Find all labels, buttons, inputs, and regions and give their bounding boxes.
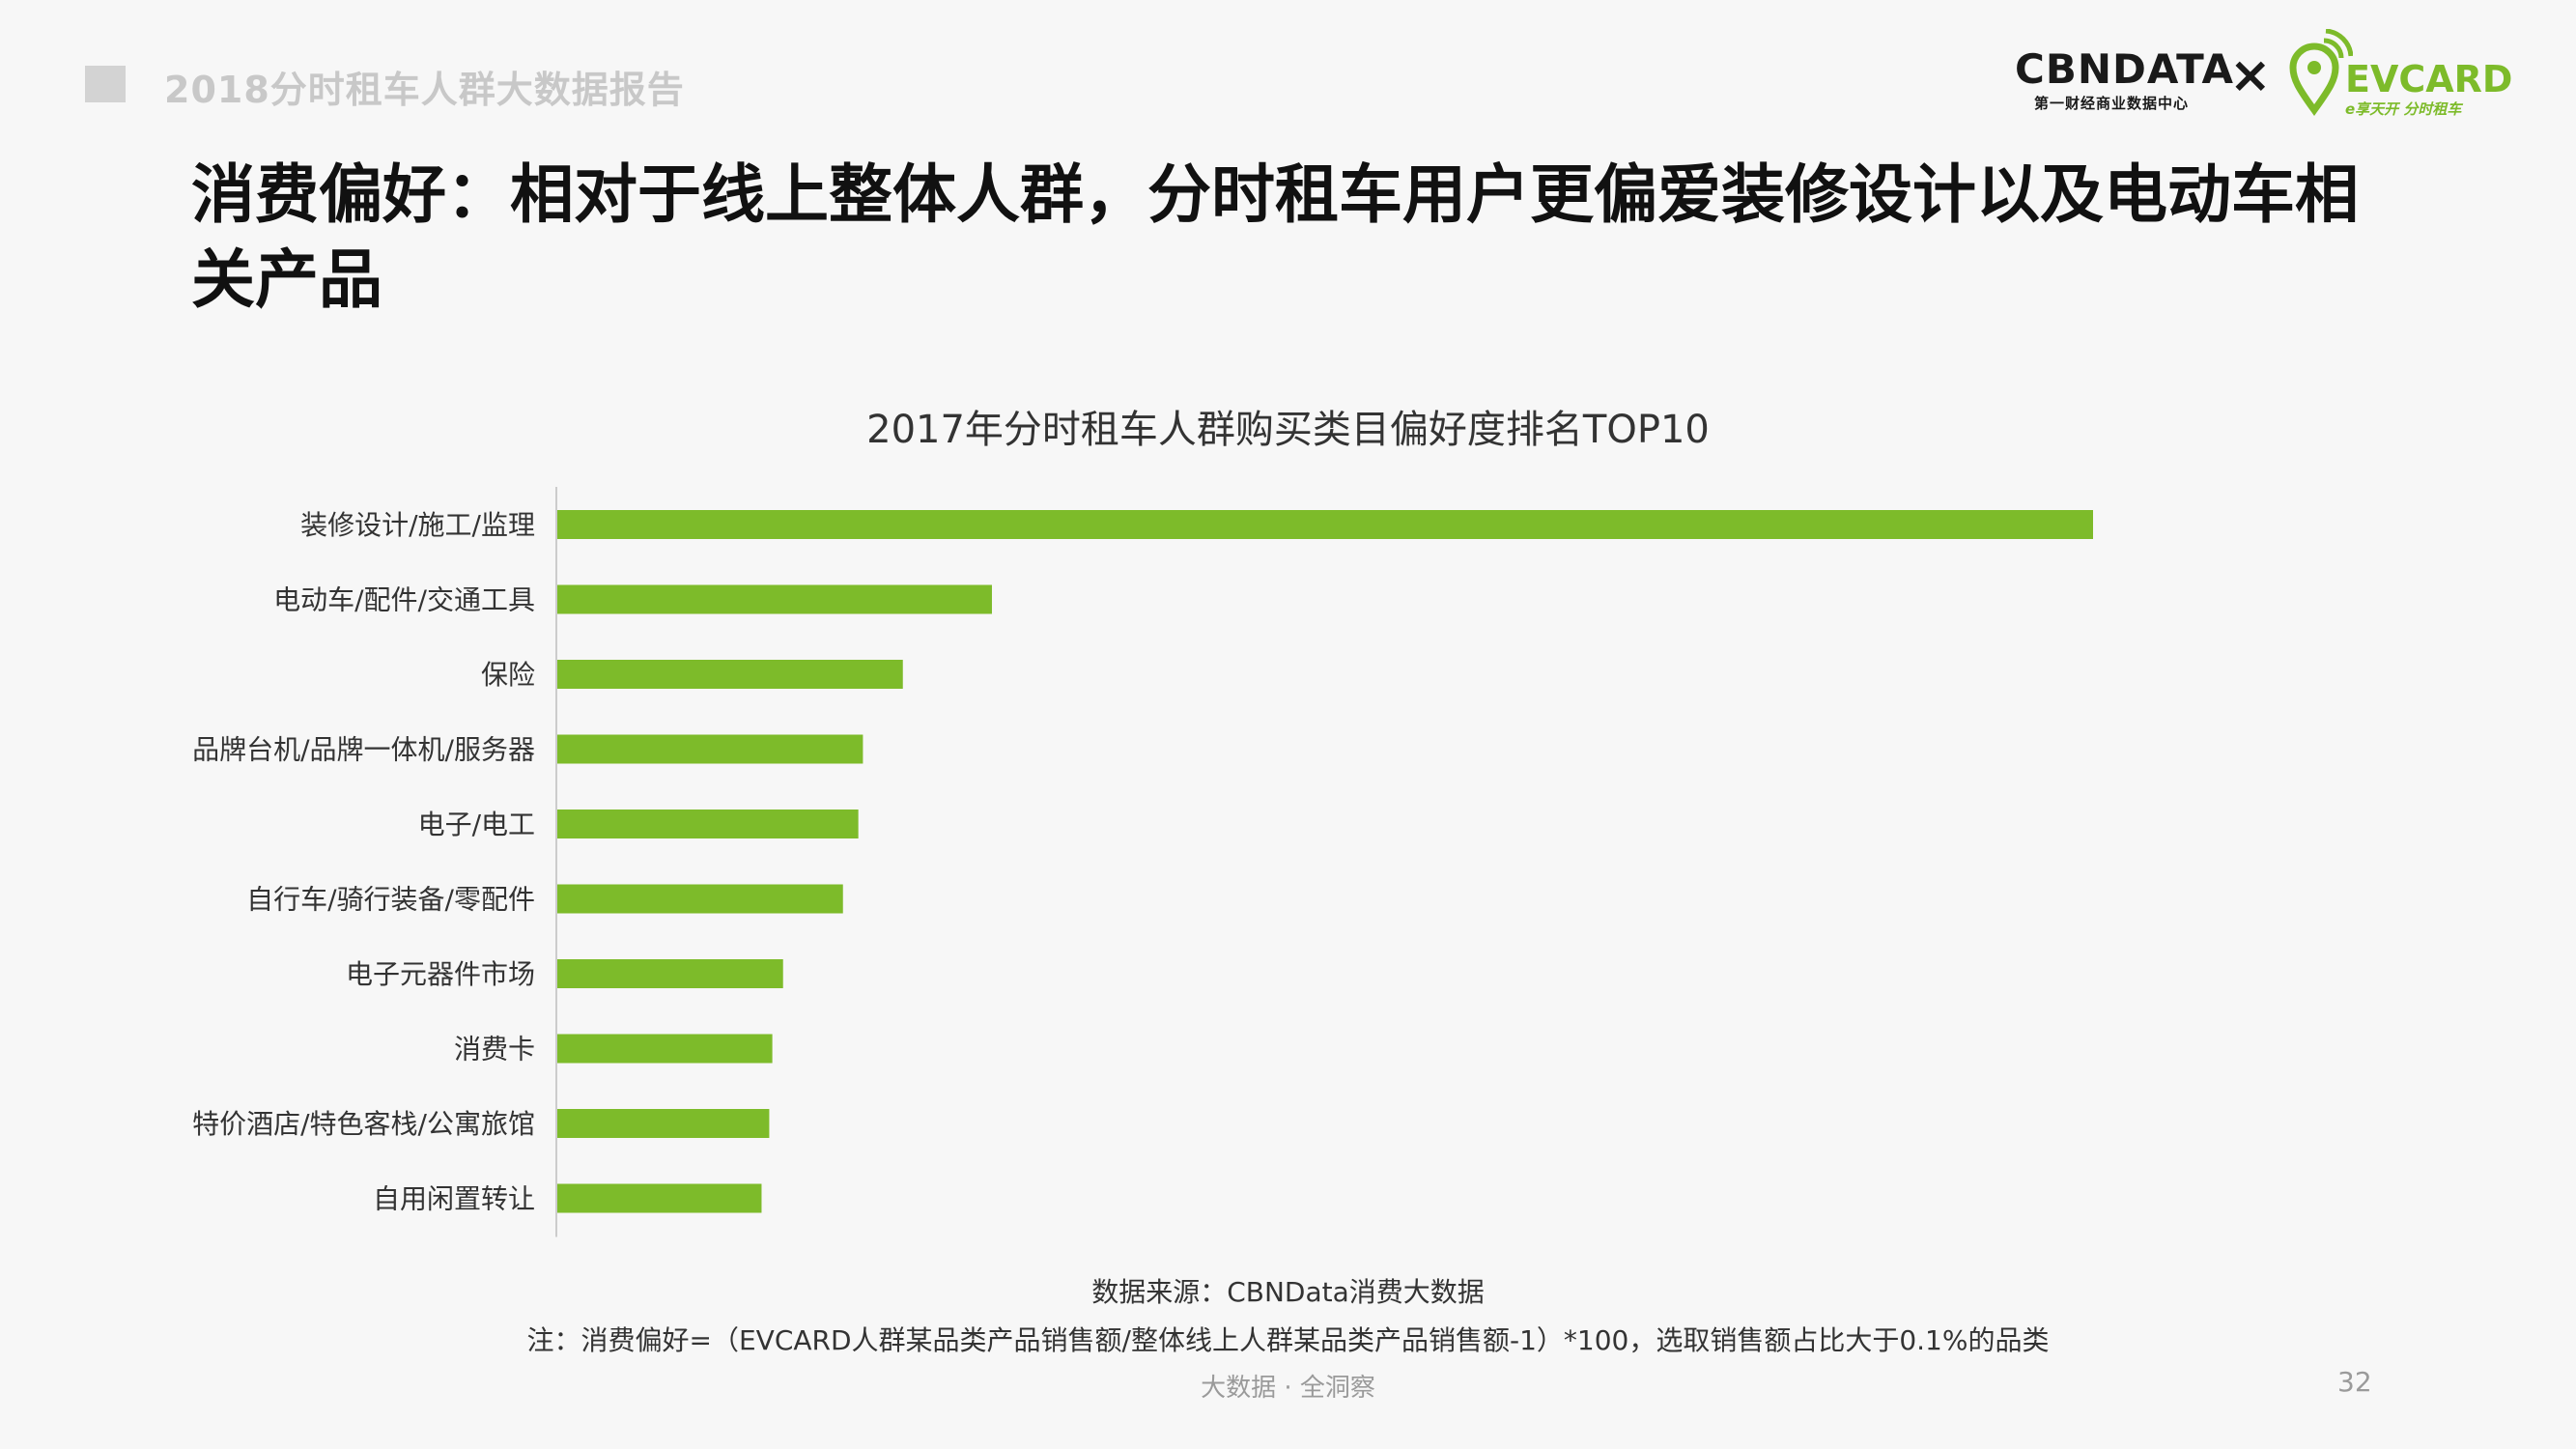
cbndata-logo-text: CBNDATA <box>2015 45 2234 93</box>
bar <box>557 660 903 689</box>
category-label: 装修设计/施工/监理 <box>300 509 535 541</box>
category-label: 电动车/配件/交通工具 <box>273 584 535 616</box>
bar <box>557 1109 770 1138</box>
headline: 消费偏好：相对于线上整体人群，分时租车用户更偏爱装修设计以及电动车相关产品 <box>191 157 2359 317</box>
cbndata-logo: CBNDATA 第一财经商业数据中心 <box>2015 45 2234 113</box>
data-source: 数据来源：CBNData消费大数据 <box>1091 1276 1485 1308</box>
category-label: 特价酒店/特色客栈/公寓旅馆 <box>192 1108 535 1140</box>
logo-cross-icon: × <box>2229 46 2272 104</box>
bar <box>557 734 863 764</box>
page-number: 32 <box>2337 1366 2372 1398</box>
chart-title: 2017年分时租车人群购买类目偏好度排名TOP10 <box>866 408 1710 452</box>
bar <box>557 510 2093 539</box>
category-label: 电子/电工 <box>418 809 535 840</box>
bar <box>557 959 783 988</box>
location-pin-icon <box>2289 28 2354 116</box>
category-label: 保险 <box>481 659 535 691</box>
evcard-logo-text: EVCARD <box>2345 58 2513 100</box>
footer-tagline: 大数据 · 全洞察 <box>1201 1374 1375 1403</box>
bar <box>557 1034 773 1064</box>
bar <box>557 810 859 838</box>
category-label: 消费卡 <box>454 1034 535 1065</box>
data-note: 注：消费偏好=（EVCARD人群某品类产品销售额/整体线上人群某品类产品销售额-… <box>526 1324 2050 1356</box>
category-label: 自行车/骑行装备/零配件 <box>246 884 535 916</box>
report-title: 2018分时租车人群大数据报告 <box>164 69 685 111</box>
bar-chart: 装修设计/施工/监理电动车/配件/交通工具保险品牌台机/品牌一体机/服务器电子/… <box>192 487 2093 1237</box>
category-label: 自用闲置转让 <box>373 1183 535 1215</box>
bar <box>557 1183 762 1213</box>
category-label: 品牌台机/品牌一体机/服务器 <box>192 734 535 766</box>
header-square-icon <box>85 66 126 102</box>
evcard-logo: EVCARD e享天开 分时租车 <box>2285 28 2512 118</box>
bar <box>557 884 843 914</box>
cbndata-logo-subtitle: 第一财经商业数据中心 <box>2033 95 2189 112</box>
bar <box>557 584 992 614</box>
category-label: 电子元器件市场 <box>346 958 535 990</box>
evcard-logo-subtitle: e享天开 分时租车 <box>2345 100 2462 118</box>
